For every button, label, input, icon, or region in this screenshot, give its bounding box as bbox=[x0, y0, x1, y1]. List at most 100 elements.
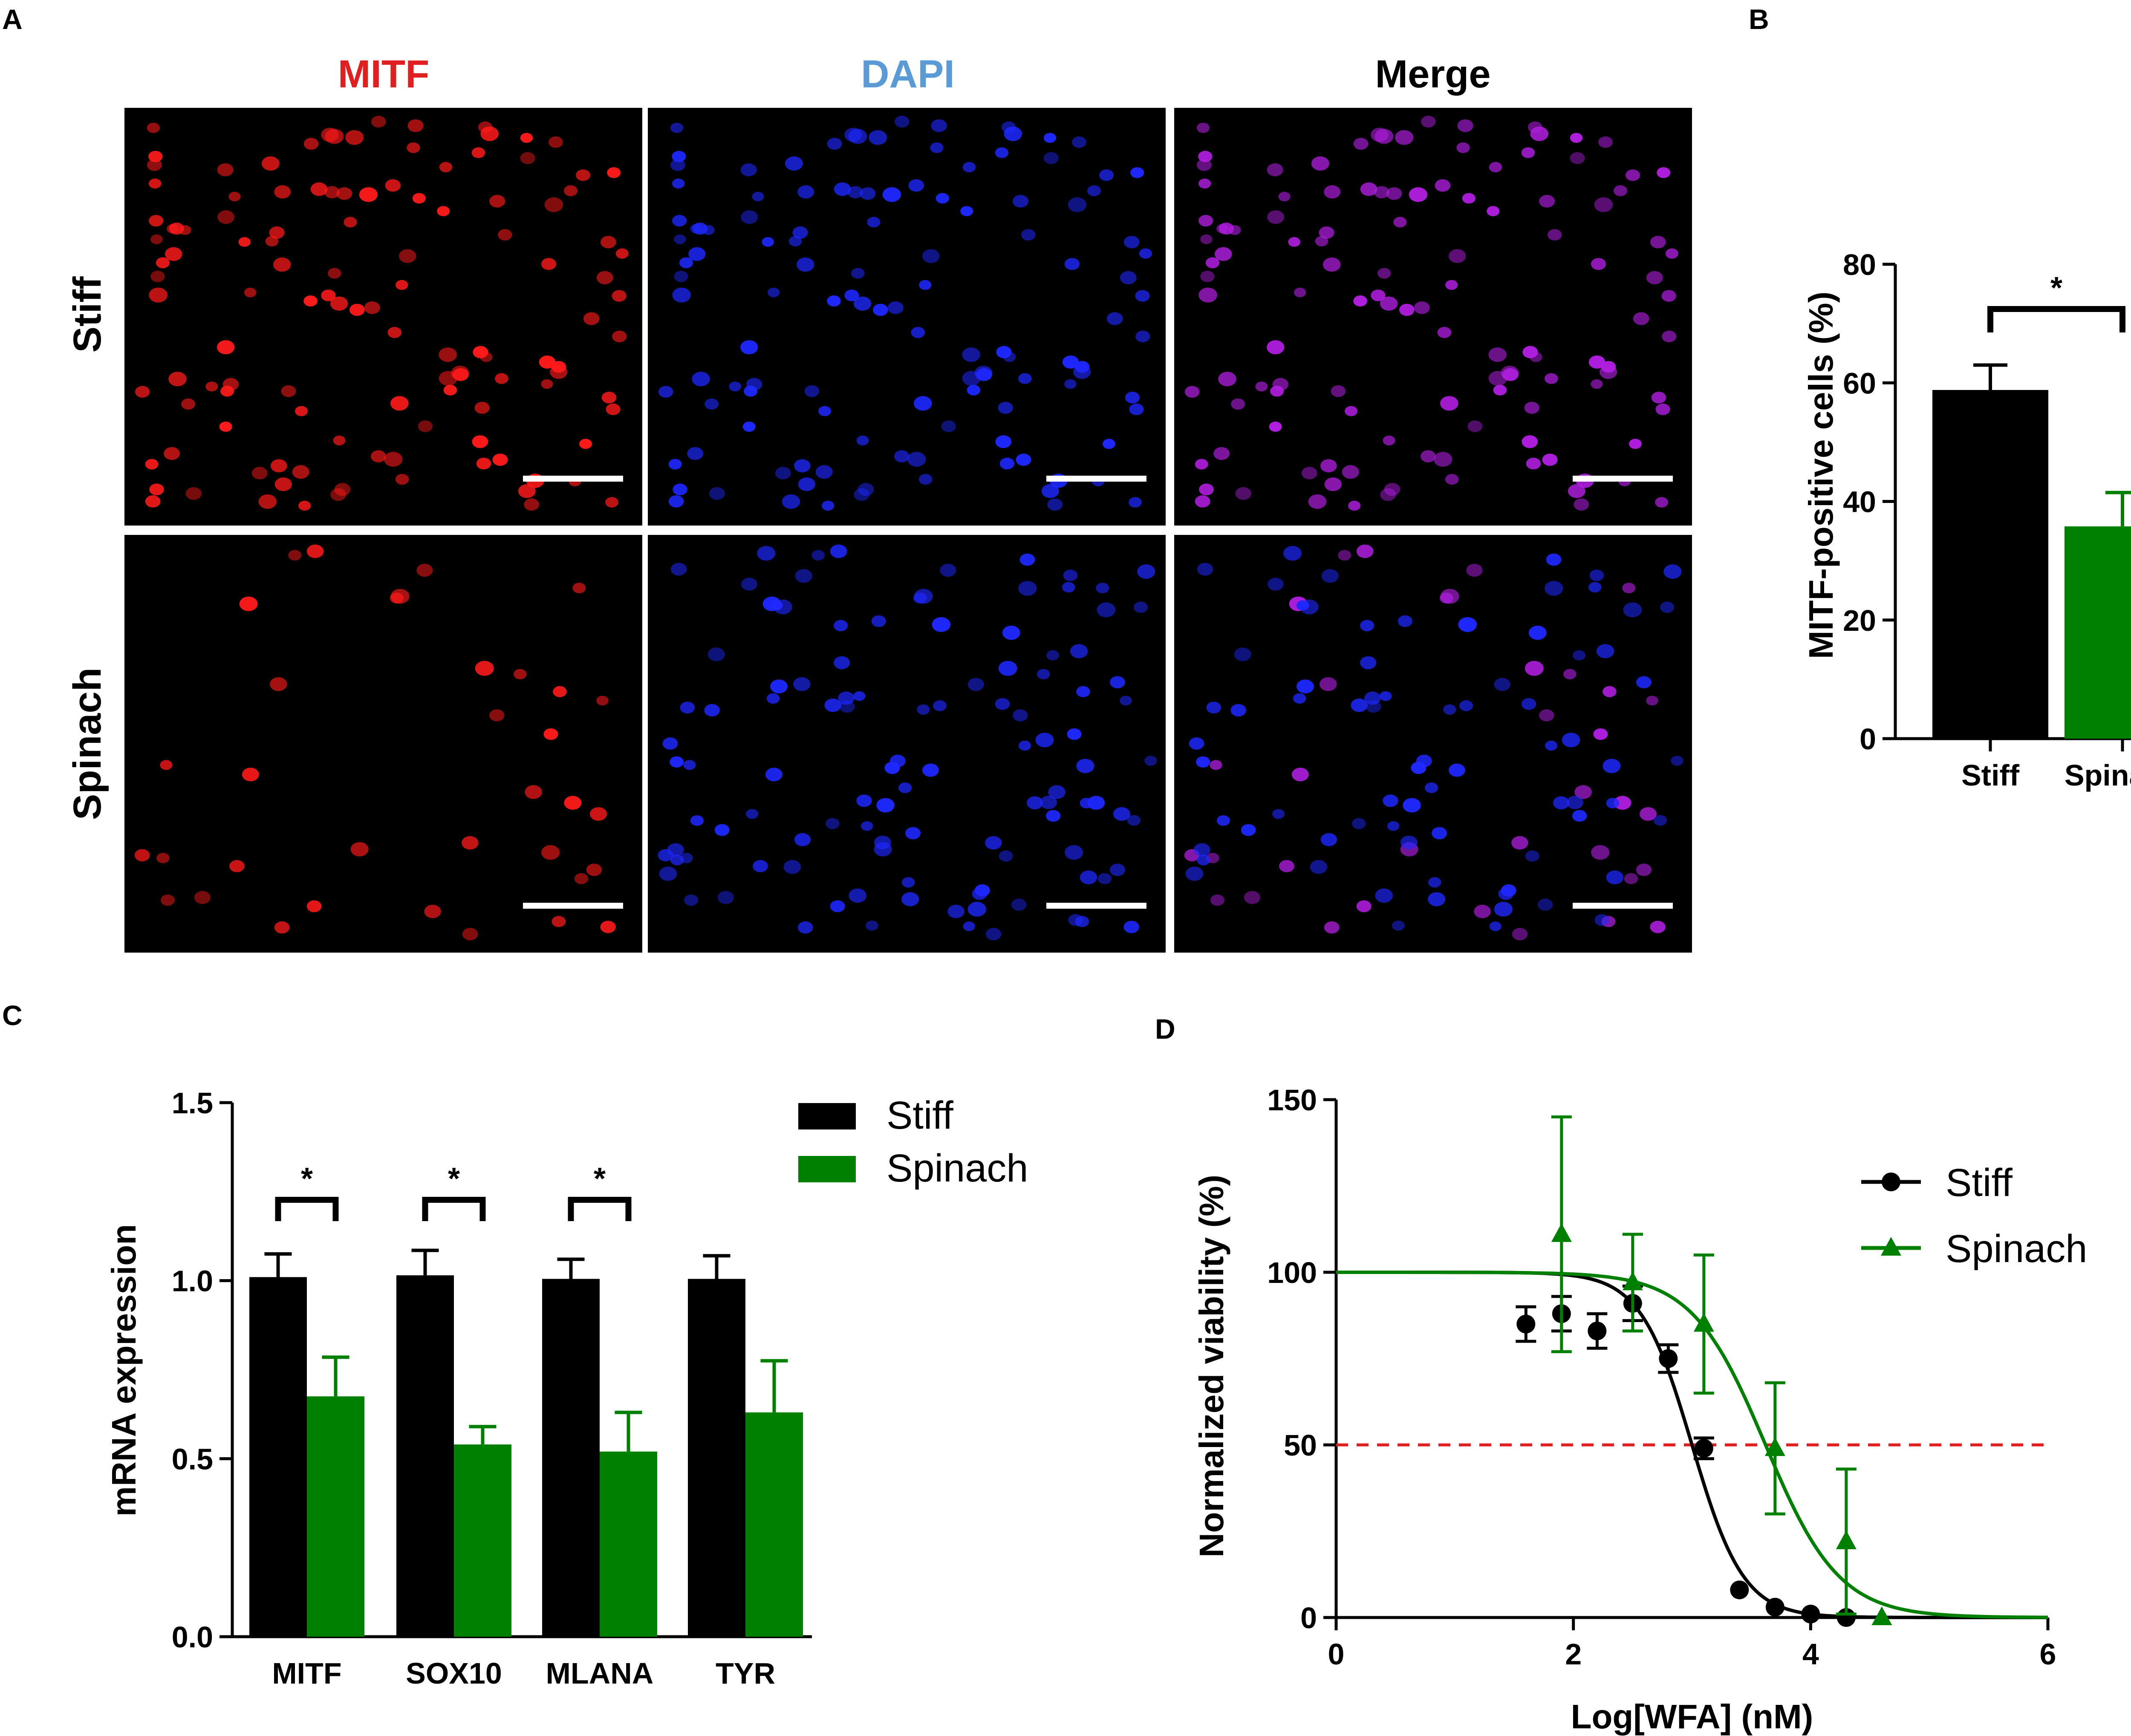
nucleus bbox=[680, 702, 695, 713]
nucleus bbox=[1199, 483, 1214, 496]
nucleus bbox=[822, 500, 834, 511]
c-y-axis-label: mRNA expression bbox=[105, 1224, 143, 1516]
nucleus bbox=[1269, 422, 1282, 432]
nucleus bbox=[999, 457, 1015, 470]
nucleus bbox=[1428, 877, 1441, 888]
b-y-tick-label: 60 bbox=[1843, 367, 1876, 400]
nucleus bbox=[998, 402, 1013, 414]
nucleus bbox=[766, 693, 780, 704]
d-point-spinach bbox=[1622, 1271, 1643, 1291]
nucleus bbox=[489, 709, 505, 722]
nucleus bbox=[672, 287, 691, 303]
nucleus bbox=[1310, 860, 1328, 874]
nucleus bbox=[185, 487, 202, 500]
d-legend-label-stiff: Stiff bbox=[1946, 1161, 2013, 1205]
d-point-stiff bbox=[1801, 1604, 1820, 1623]
nucleus bbox=[271, 459, 287, 473]
nucleus bbox=[1198, 178, 1211, 189]
nucleus bbox=[489, 195, 505, 208]
nucleus bbox=[298, 500, 311, 511]
micrograph-background bbox=[124, 108, 642, 526]
nucleus bbox=[1002, 625, 1020, 640]
nucleus bbox=[134, 849, 150, 861]
nucleus bbox=[1026, 796, 1043, 809]
nucleus bbox=[1067, 728, 1082, 740]
nucleus bbox=[1622, 583, 1636, 593]
nucleus bbox=[1428, 892, 1446, 907]
nucleus bbox=[962, 347, 980, 362]
nucleus bbox=[1353, 295, 1367, 307]
d-legend-marker-spinach bbox=[1881, 1237, 1901, 1256]
nucleus bbox=[579, 439, 592, 449]
nucleus bbox=[1267, 340, 1285, 355]
nucleus bbox=[873, 303, 888, 316]
d-point-spinach bbox=[1551, 1223, 1572, 1242]
c-significance-star: * bbox=[301, 1162, 313, 1196]
nucleus bbox=[1308, 494, 1327, 509]
nucleus bbox=[1043, 133, 1057, 143]
c-legend-label-spinach: Spinach bbox=[886, 1147, 1028, 1190]
nucleus bbox=[160, 760, 173, 770]
nucleus bbox=[1445, 474, 1459, 485]
nucleus bbox=[407, 119, 424, 132]
nucleus bbox=[407, 142, 420, 153]
nucleus bbox=[1633, 312, 1649, 325]
nucleus bbox=[384, 452, 403, 467]
nucleus bbox=[707, 647, 725, 661]
nucleus bbox=[424, 904, 441, 919]
nucleus bbox=[670, 122, 684, 133]
panel-b-chart: MITF-positive cells (%) 0 20 40 60 80 Stiff Sp… bbox=[1802, 248, 2131, 792]
nucleus bbox=[1324, 185, 1341, 199]
nucleus bbox=[1662, 330, 1677, 343]
nucleus bbox=[437, 206, 450, 217]
nucleus bbox=[1099, 169, 1114, 181]
nucleus bbox=[867, 217, 881, 228]
nucleus bbox=[1198, 215, 1213, 227]
nucleus bbox=[854, 488, 870, 501]
nucleus bbox=[947, 904, 964, 919]
nucleus bbox=[1572, 810, 1587, 822]
nucleus bbox=[1614, 185, 1628, 196]
nucleus bbox=[1097, 873, 1112, 884]
nucleus bbox=[1352, 818, 1366, 829]
nucleus bbox=[1588, 582, 1602, 593]
c-y-tick-label: 1.0 bbox=[172, 1265, 213, 1298]
nucleus bbox=[574, 873, 589, 884]
nucleus bbox=[321, 289, 336, 301]
d-point-spinach bbox=[1693, 1313, 1714, 1332]
nucleus bbox=[168, 372, 187, 387]
nucleus bbox=[1125, 392, 1140, 404]
nucleus bbox=[673, 483, 687, 496]
d-point-stiff bbox=[1516, 1314, 1536, 1334]
nucleus bbox=[826, 818, 840, 829]
nucleus bbox=[525, 785, 542, 799]
nucleus bbox=[303, 138, 319, 150]
nucleus bbox=[1409, 187, 1428, 202]
nucleus bbox=[960, 206, 973, 217]
nucleus bbox=[1356, 900, 1372, 913]
nucleus bbox=[1018, 740, 1031, 751]
nucleus bbox=[164, 447, 180, 460]
nucleus bbox=[746, 809, 759, 819]
nucleus bbox=[775, 467, 791, 479]
nucleus bbox=[1593, 728, 1608, 740]
nucleus bbox=[830, 544, 847, 558]
row-label-stiff: Stiff bbox=[66, 276, 109, 352]
nucleus bbox=[684, 894, 699, 906]
nucleus bbox=[258, 494, 277, 509]
nucleus bbox=[1360, 620, 1374, 632]
nucleus bbox=[274, 477, 292, 491]
d-y-axis-label: Normalized viability (%) bbox=[1193, 1175, 1230, 1557]
nucleus bbox=[858, 483, 874, 496]
nucleus bbox=[995, 147, 1009, 158]
nucleus bbox=[1665, 248, 1678, 259]
micrograph-stiff-dapi bbox=[648, 108, 1166, 526]
nucleus bbox=[596, 696, 609, 706]
nucleus bbox=[1255, 381, 1268, 392]
nucleus bbox=[679, 257, 693, 269]
nucleus bbox=[1440, 396, 1458, 411]
nucleus bbox=[1231, 398, 1245, 410]
nucleus bbox=[1278, 192, 1291, 202]
nucleus bbox=[306, 900, 322, 913]
nucleus bbox=[967, 678, 984, 691]
